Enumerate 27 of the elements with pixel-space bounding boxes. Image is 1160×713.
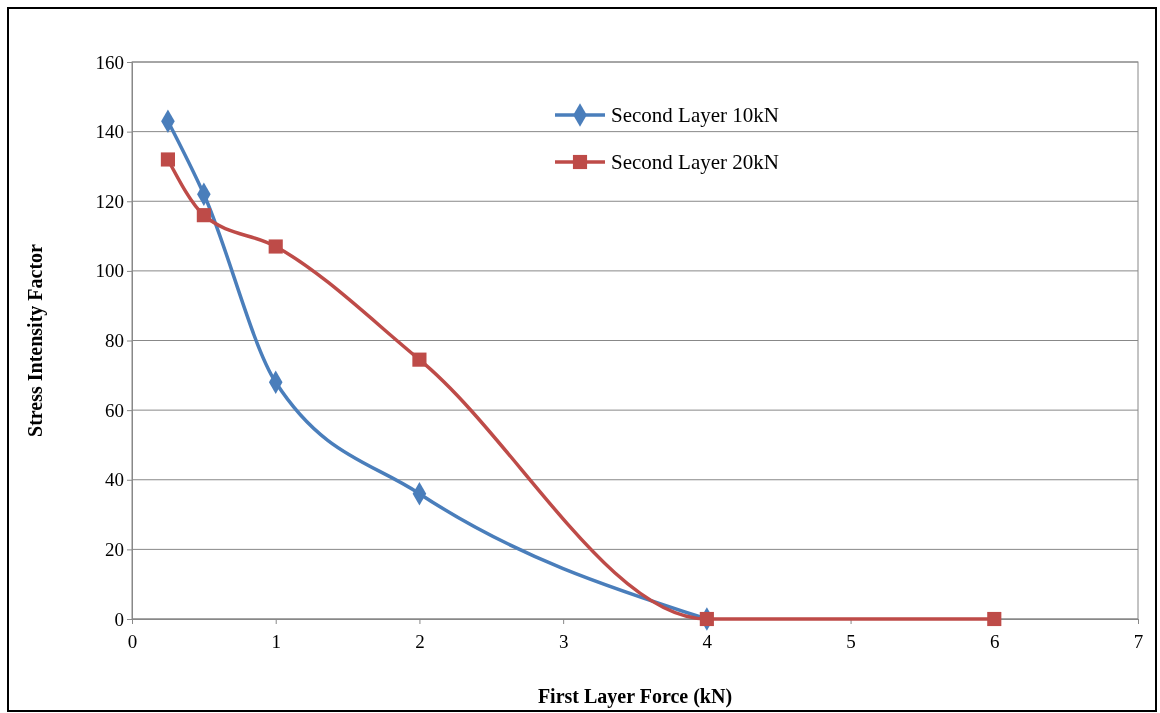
y-tick-label: 140: [95, 121, 124, 143]
point: [268, 239, 283, 254]
y-axis-title: Stress Intensity Factor: [24, 243, 47, 437]
y-tick-label: 80: [105, 330, 124, 352]
x-tick-label: 0: [127, 630, 138, 652]
y-tick-label: 40: [105, 469, 124, 491]
point: [196, 208, 211, 223]
point: [987, 611, 1002, 627]
x-tick-label: 7: [1133, 630, 1144, 652]
y-tick-label: 0: [114, 608, 124, 630]
y-tick-label: 20: [105, 538, 124, 560]
x-tick-label: 4: [702, 630, 713, 652]
x-tick-label: 3: [558, 630, 569, 652]
legend-label: Second Layer 10kN: [611, 103, 779, 127]
point: [699, 611, 714, 627]
x-tick-label: 5: [846, 630, 856, 652]
y-tick-label: 120: [95, 190, 124, 212]
y-tick-label: 60: [105, 399, 124, 421]
legend-label: Second Layer 20kN: [611, 150, 779, 174]
y-tick-label: 100: [95, 260, 124, 282]
point: [412, 352, 427, 367]
x-axis-title: First Layer Force (kN): [537, 685, 733, 708]
x-tick-label: 6: [990, 630, 1000, 652]
x-tick-label: 1: [271, 630, 281, 652]
y-tick-label: 160: [95, 51, 124, 73]
x-tick-label: 2: [415, 630, 425, 652]
point: [160, 152, 175, 167]
